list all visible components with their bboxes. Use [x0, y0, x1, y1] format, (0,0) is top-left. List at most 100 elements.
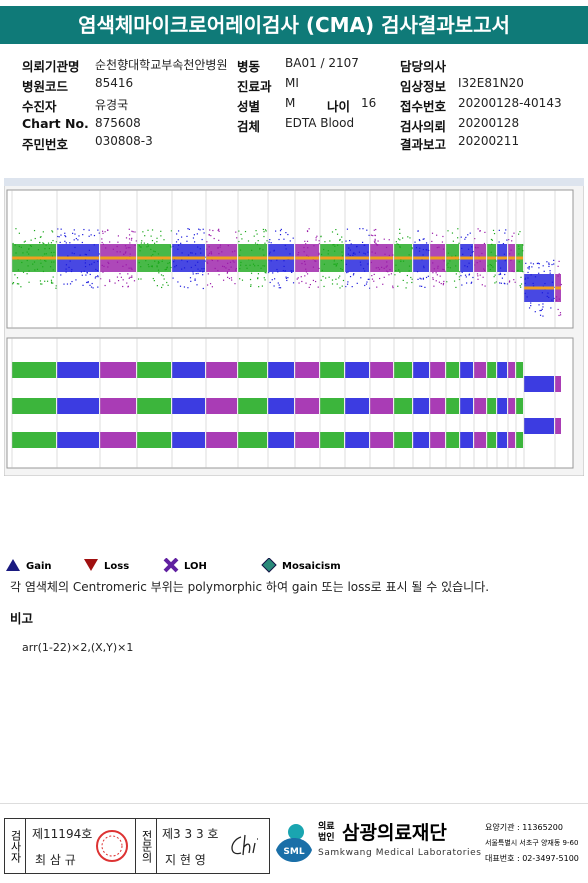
dot	[102, 243, 104, 245]
allele-band	[268, 432, 294, 448]
dot	[57, 228, 59, 230]
dot	[490, 251, 492, 253]
dot	[487, 265, 489, 267]
mean-line	[516, 256, 523, 260]
dot	[511, 270, 513, 272]
dot	[175, 265, 177, 267]
dot	[209, 229, 211, 231]
dot	[457, 237, 459, 239]
dot	[495, 260, 497, 262]
dot	[71, 252, 73, 254]
dot	[124, 245, 127, 247]
dot	[49, 266, 52, 268]
dot	[57, 235, 59, 238]
dot	[33, 229, 36, 232]
allele-band	[100, 398, 136, 414]
dot	[503, 253, 505, 255]
dot	[481, 284, 483, 286]
dot	[559, 312, 562, 314]
dot	[227, 245, 229, 247]
dot	[300, 276, 302, 278]
dot	[437, 265, 439, 267]
dot	[462, 253, 464, 255]
dot	[306, 230, 309, 233]
legend-label: Loss	[104, 561, 129, 572]
dot	[206, 261, 208, 263]
dot	[350, 243, 352, 245]
dot	[467, 234, 469, 236]
dot	[112, 248, 114, 250]
dot	[166, 267, 168, 269]
dot	[368, 234, 370, 236]
dot	[546, 261, 548, 263]
dot	[491, 239, 493, 241]
dot	[283, 238, 285, 240]
dot	[417, 230, 419, 232]
dot	[465, 236, 467, 239]
dot	[197, 261, 199, 263]
legend-label: LOH	[184, 561, 207, 572]
dot	[151, 266, 153, 268]
dot	[468, 262, 470, 264]
allele-band	[487, 398, 496, 414]
allele-band	[497, 362, 507, 378]
dot	[408, 265, 411, 267]
dot	[156, 237, 158, 239]
dot	[73, 252, 75, 255]
dot	[252, 263, 255, 265]
dot	[125, 251, 127, 253]
dot	[371, 278, 374, 280]
dot	[256, 243, 259, 246]
allele-band	[206, 362, 237, 378]
dot	[127, 247, 129, 249]
dot	[304, 240, 306, 242]
loh-icon	[163, 558, 179, 573]
dot	[447, 252, 450, 254]
dot	[140, 278, 142, 280]
dot	[42, 242, 44, 244]
dot	[150, 265, 152, 267]
dot	[437, 267, 439, 269]
dot	[69, 242, 71, 244]
dot	[95, 276, 97, 278]
dot	[276, 268, 278, 271]
dot	[55, 241, 58, 243]
field-value: I32E81N20	[458, 76, 524, 90]
dot	[352, 254, 354, 256]
dot	[443, 260, 445, 262]
dot	[22, 271, 25, 273]
dot	[323, 263, 325, 265]
dot	[208, 233, 210, 236]
dot	[278, 284, 280, 286]
dot	[373, 229, 375, 231]
dot	[177, 248, 179, 250]
allele-band	[394, 398, 412, 414]
dot	[376, 286, 378, 288]
dot	[284, 244, 286, 247]
dot	[89, 273, 91, 276]
dot	[306, 273, 309, 275]
mean-line	[555, 286, 561, 290]
dot	[539, 309, 541, 312]
dot	[202, 274, 204, 276]
allele-band	[460, 432, 473, 448]
dot	[245, 264, 247, 267]
dot	[373, 280, 375, 282]
dot	[438, 246, 440, 248]
dot	[101, 264, 103, 266]
mean-line	[460, 256, 473, 260]
dot	[69, 260, 71, 262]
dot	[258, 286, 260, 288]
dot	[495, 255, 497, 257]
dot	[524, 292, 526, 295]
dot	[509, 253, 511, 255]
dot	[532, 282, 534, 285]
dot	[399, 228, 401, 230]
dot	[262, 249, 264, 251]
dot	[148, 266, 150, 268]
dot	[104, 231, 106, 233]
dot	[382, 283, 384, 285]
dot	[27, 265, 29, 267]
dot	[383, 238, 385, 240]
dot	[123, 253, 125, 255]
